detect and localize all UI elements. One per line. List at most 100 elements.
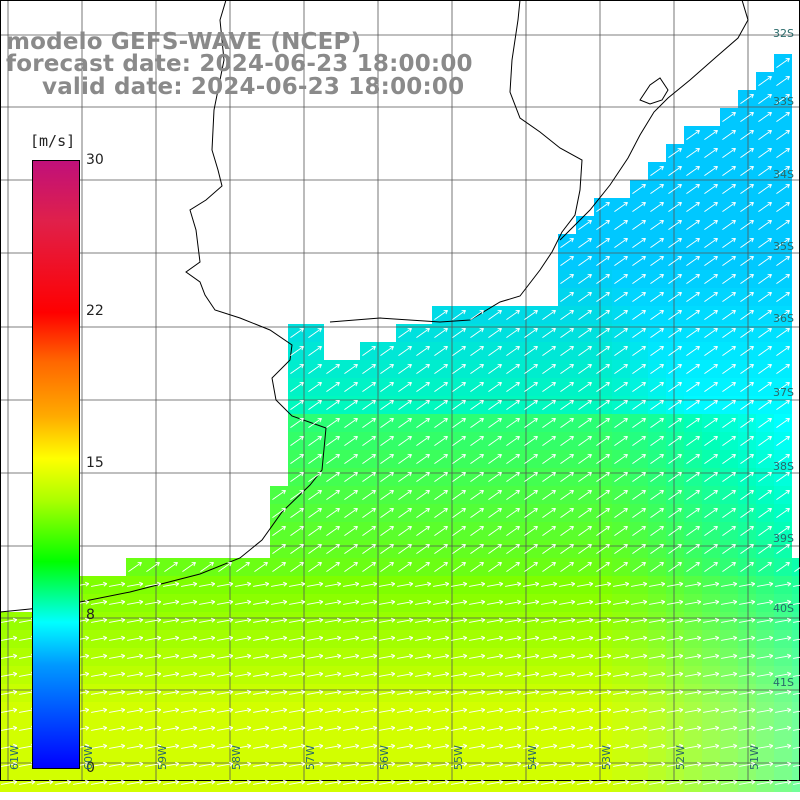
wind-arrow [109,743,126,749]
wind-arrow [758,543,772,554]
wind-arrow [362,363,376,374]
wind-arrow [91,689,108,695]
wind-arrow [523,725,540,731]
wind-arrow [217,653,234,659]
wind-arrow [235,635,252,641]
wind-arrow [722,183,736,194]
wind-arrow [559,671,576,677]
wind-arrow [649,779,666,785]
wind-arrow [758,147,772,158]
wind-arrow [434,453,448,464]
wind-arrow [505,761,522,767]
wind-arrow [452,399,466,410]
wind-arrow [524,489,538,500]
wind-arrow [308,507,322,518]
wind-arrow [704,183,718,194]
wind-arrow [452,363,466,374]
wind-arrow [721,743,738,749]
wind-arrow [109,725,126,731]
wind-arrow [614,417,628,428]
wind-arrow [380,345,394,356]
wind-arrow [91,725,108,731]
wind-arrow [775,599,792,605]
wind-arrow [614,219,628,230]
wind-arrow [343,689,360,695]
wind-arrow [271,707,288,713]
wind-arrow [307,581,324,587]
wind-arrow [289,743,306,749]
wind-arrow [127,617,144,623]
wind-arrow [668,219,682,230]
wind-arrow [523,635,540,641]
wind-arrow [145,779,162,785]
wind-arrow [596,255,610,266]
wind-arrow [650,165,664,176]
wind-arrow [127,635,144,641]
wind-arrow [469,761,486,767]
wind-arrow [596,345,610,356]
wind-arrow [613,761,630,767]
wind-arrow [416,417,430,428]
wind-arrow [793,674,800,677]
wind-arrow [217,599,234,605]
wind-arrow [451,725,468,731]
wind-arrow [775,581,792,587]
wind-arrow [308,543,322,554]
wind-arrow [416,471,430,482]
wind-arrow [722,363,736,374]
wind-arrow [559,653,576,659]
wind-arrow [199,581,216,587]
wind-arrow [740,345,754,356]
wind-arrow [704,471,718,482]
wind-arrow [362,525,376,536]
wind-speed-cell [792,648,800,666]
wind-arrow [559,617,576,623]
wind-arrow [668,345,682,356]
wind-arrow [379,689,396,695]
wind-arrow [488,561,502,572]
wind-arrow [127,653,144,659]
wind-arrow [632,489,646,500]
wind-arrow [686,201,700,212]
wind-arrow [416,327,430,338]
wind-arrow [613,617,630,623]
wind-arrow [685,635,702,641]
wind-arrow [757,779,774,785]
wind-arrow [91,707,108,713]
wind-arrow [235,689,252,695]
wind-arrow [649,671,666,677]
wind-arrow [721,761,738,767]
wind-arrow [776,255,790,266]
wind-arrow [1,779,18,785]
wind-arrow [91,761,108,767]
wind-arrow [326,561,340,572]
wind-arrow [343,599,360,605]
wind-arrow [163,635,180,641]
wind-arrow [578,309,592,320]
wind-arrow [109,617,126,623]
wind-arrow [452,309,466,320]
wind-arrow [541,725,558,731]
wind-arrow [614,327,628,338]
wind-arrow [488,399,502,410]
wind-arrow [19,779,36,785]
wind-arrow [325,617,342,623]
wind-arrow [559,761,576,767]
wind-arrow [289,581,306,587]
wind-arrow [739,725,756,731]
wind-arrow [344,435,358,446]
wind-arrow [37,779,54,785]
wind-arrow [344,471,358,482]
wind-arrow [451,761,468,767]
wind-arrow [578,237,592,248]
wind-arrow [758,471,772,482]
wind-arrow [415,653,432,659]
wind-arrow [271,635,288,641]
wind-arrow [344,399,358,410]
wind-arrow [217,671,234,677]
wind-arrow [434,561,448,572]
wind-arrow [685,671,702,677]
wind-arrow [632,399,646,410]
wind-arrow [793,710,800,713]
